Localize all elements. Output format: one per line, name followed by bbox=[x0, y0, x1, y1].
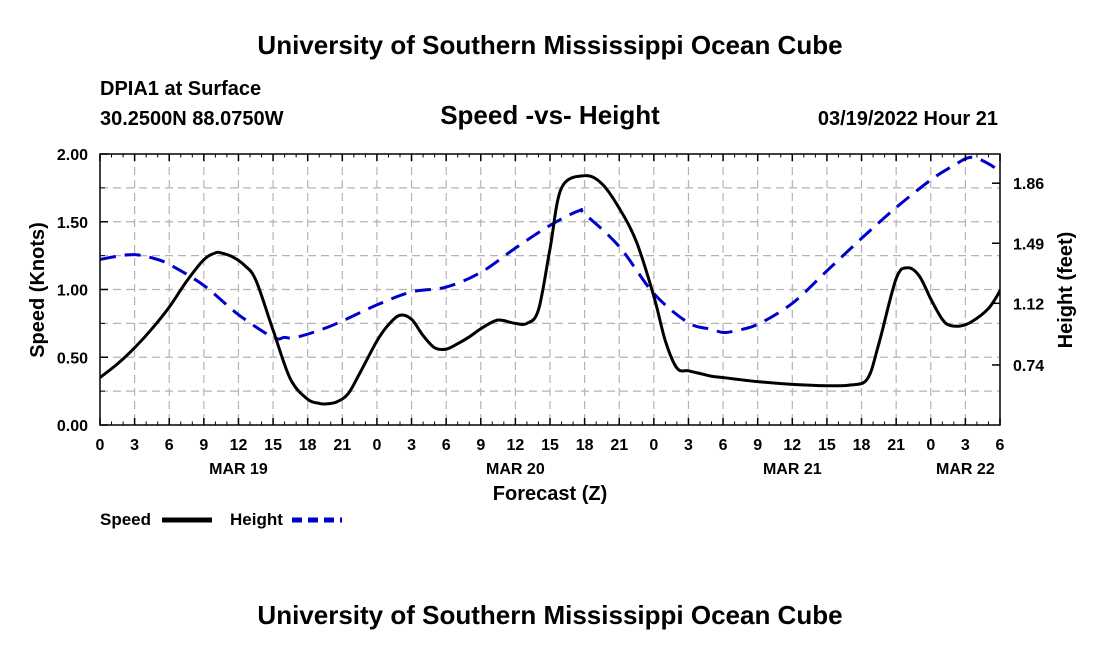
date-label: MAR 21 bbox=[763, 461, 822, 478]
x-tick-label: 3 bbox=[684, 437, 693, 454]
x-tick-label: 6 bbox=[996, 437, 1005, 454]
x-tick-label: 9 bbox=[476, 437, 485, 454]
x-tick-label: 0 bbox=[96, 437, 105, 454]
x-tick-label: 3 bbox=[961, 437, 970, 454]
date-label: MAR 19 bbox=[209, 461, 268, 478]
right-axis-tick-labels: 0.74 1.12 1.49 1.86 bbox=[1013, 176, 1044, 375]
legend-speed-label: Speed bbox=[100, 510, 151, 529]
y-tick-label: 1.50 bbox=[57, 215, 88, 232]
date-label: MAR 20 bbox=[486, 461, 545, 478]
date-label: MAR 22 bbox=[936, 461, 995, 478]
x-tick-label: 15 bbox=[818, 437, 836, 454]
chart-title: Speed -vs- Height bbox=[440, 100, 660, 130]
x-tick-label: 12 bbox=[783, 437, 801, 454]
y2-axis-label: Height (feet) bbox=[1055, 232, 1077, 349]
legend: Speed Height bbox=[100, 510, 342, 529]
speed-series-line bbox=[100, 174, 1000, 406]
x-tick-label: 3 bbox=[130, 437, 139, 454]
forecast-datetime: 03/19/2022 Hour 21 bbox=[818, 108, 998, 130]
x-tick-label: 0 bbox=[926, 437, 935, 454]
y2-tick-label: 1.12 bbox=[1013, 296, 1044, 313]
x-axis-label: Forecast (Z) bbox=[493, 483, 607, 505]
left-axis-tick-labels: 0.00 0.50 1.00 1.50 2.00 bbox=[57, 147, 88, 435]
x-tick-label: 12 bbox=[230, 437, 248, 454]
grid-lines bbox=[100, 154, 1000, 425]
x-tick-label: 18 bbox=[299, 437, 317, 454]
x-tick-label: 6 bbox=[442, 437, 451, 454]
footer-title: University of Southern Mississippi Ocean… bbox=[257, 600, 842, 630]
x-axis-tick-labels: 0 3 6 9 12 15 18 21 0 3 6 9 12 15 18 21 0 3 6 9 12 15 18 21 0 3 6 bbox=[96, 437, 1005, 454]
x-tick-label: 21 bbox=[610, 437, 628, 454]
x-tick-label: 6 bbox=[719, 437, 728, 454]
coordinates-label: 30.2500N 88.0750W bbox=[100, 108, 284, 130]
y-tick-label: 2.00 bbox=[57, 147, 88, 164]
y-tick-label: 1.00 bbox=[57, 283, 88, 300]
height-series-line bbox=[100, 155, 1000, 341]
x-tick-label: 9 bbox=[753, 437, 762, 454]
y-tick-label: 0.50 bbox=[57, 350, 88, 367]
y-axis-label: Speed (Knots) bbox=[27, 222, 49, 358]
x-tick-label: 21 bbox=[333, 437, 351, 454]
x-tick-label: 18 bbox=[576, 437, 594, 454]
axis-ticks bbox=[99, 153, 1001, 426]
x-tick-label: 21 bbox=[887, 437, 905, 454]
x-tick-label: 9 bbox=[199, 437, 208, 454]
x-tick-label: 0 bbox=[649, 437, 658, 454]
main-title: University of Southern Mississippi Ocean… bbox=[257, 30, 842, 60]
x-axis-date-labels: MAR 19 MAR 20 MAR 21 MAR 22 bbox=[209, 461, 995, 478]
x-tick-label: 15 bbox=[541, 437, 559, 454]
station-label: DPIA1 at Surface bbox=[100, 78, 261, 100]
x-tick-label: 6 bbox=[165, 437, 174, 454]
x-tick-label: 12 bbox=[506, 437, 524, 454]
y2-tick-label: 1.49 bbox=[1013, 236, 1044, 253]
y-tick-label: 0.00 bbox=[57, 418, 88, 435]
data-series bbox=[100, 155, 1000, 406]
y2-tick-label: 1.86 bbox=[1013, 176, 1044, 193]
x-tick-label: 3 bbox=[407, 437, 416, 454]
x-tick-label: 15 bbox=[264, 437, 282, 454]
y2-tick-label: 0.74 bbox=[1013, 358, 1044, 375]
x-tick-label: 18 bbox=[853, 437, 871, 454]
legend-height-label: Height bbox=[230, 510, 283, 529]
x-tick-label: 0 bbox=[372, 437, 381, 454]
